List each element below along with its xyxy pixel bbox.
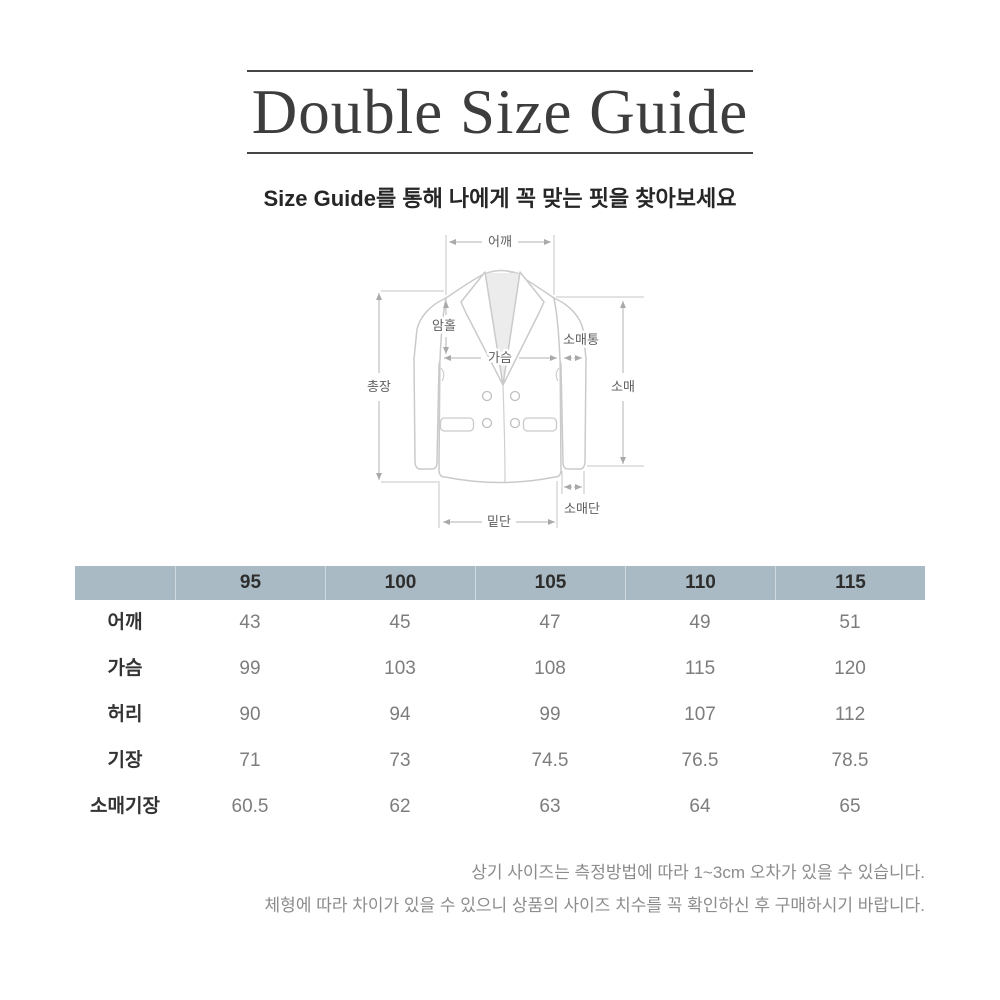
- label-armhole: 암홀: [432, 318, 456, 333]
- label-hem: 밑단: [487, 514, 511, 529]
- size-table-row: 가슴 99 103 108 115 120: [75, 646, 925, 692]
- title-rule-bottom: [247, 152, 753, 154]
- jacket-diagram-svg: 어깨 총장 암홀 가슴 소매통 소매 소매단: [365, 232, 644, 532]
- jacket-illustration: [413, 269, 587, 484]
- measure-row-label: 허리: [107, 704, 143, 725]
- size-column-header: 115: [775, 566, 925, 600]
- size-table-row: 소매기장 60.5 62 63 64 65: [75, 784, 925, 830]
- label-sleeve-cuff: 소매단: [564, 501, 600, 516]
- size-value-cell: 120: [834, 658, 866, 679]
- size-value-cell: 64: [689, 796, 711, 817]
- size-value-cell: 47: [539, 612, 561, 633]
- label-chest: 가슴: [488, 350, 512, 365]
- size-notes: 상기 사이즈는 측정방법에 따라 1~3cm 오차가 있을 수 있습니다. 체형…: [75, 856, 925, 922]
- size-value-cell: 112: [834, 704, 866, 725]
- measure-row-label: 소매기장: [90, 796, 160, 817]
- measure-row-label: 기장: [107, 750, 143, 771]
- size-column-header: 110: [625, 566, 775, 600]
- size-value-cell: 62: [389, 796, 411, 817]
- size-value-cell: 74.5: [531, 750, 569, 771]
- page-title: Double Size Guide: [251, 77, 749, 147]
- jacket-pocket: [522, 417, 558, 432]
- size-value-cell: 60.5: [231, 796, 269, 817]
- size-value-cell: 45: [389, 612, 411, 633]
- jacket-button: [481, 417, 493, 429]
- size-value-cell: 71: [239, 750, 261, 771]
- measurement-arrows: 어깨 총장 암홀 가슴 소매통 소매 소매단: [365, 232, 638, 532]
- label-sleeve-width: 소매통: [563, 332, 599, 347]
- title-rule-top: [247, 70, 753, 72]
- size-value-cell: 99: [539, 704, 561, 725]
- size-value-cell: 49: [689, 612, 711, 633]
- size-value-cell: 103: [384, 658, 416, 679]
- note-line-2: 체형에 따라 차이가 있을 수 있으니 상품의 사이즈 치수를 꼭 확인하신 후…: [264, 896, 925, 915]
- size-value-cell: 51: [839, 612, 861, 633]
- size-value-cell: 73: [389, 750, 411, 771]
- page-subtitle: Size Guide를 통해 나에게 꼭 맞는 핏을 찾아보세요: [263, 186, 737, 211]
- jacket-measurement-diagram: 어깨 총장 암홀 가슴 소매통 소매 소매단: [360, 225, 665, 555]
- label-total-length: 총장: [367, 379, 391, 394]
- measure-row-label: 가슴: [107, 658, 143, 679]
- size-table-row: 기장 71 73 74.5 76.5 78.5: [75, 738, 925, 784]
- size-table-row: 어깨 43 45 47 49 51: [75, 600, 925, 646]
- size-value-cell: 90: [239, 704, 261, 725]
- size-column-header: 95: [175, 566, 325, 600]
- size-value-cell: 65: [839, 796, 861, 817]
- size-value-cell: 43: [239, 612, 261, 633]
- label-shoulder: 어깨: [488, 234, 512, 249]
- size-value-cell: 94: [389, 704, 411, 725]
- label-sleeve: 소매: [611, 379, 635, 394]
- size-table-header: 95 100 105 110 115: [75, 566, 925, 600]
- size-value-cell: 63: [539, 796, 561, 817]
- size-value-cell: 99: [239, 658, 261, 679]
- jacket-button: [481, 390, 493, 402]
- size-value-cell: 76.5: [681, 750, 719, 771]
- size-value-cell: 78.5: [831, 750, 869, 771]
- size-value-cell: 115: [684, 658, 716, 679]
- size-table-row: 허리 90 94 99 107 112: [75, 692, 925, 738]
- jacket-button: [509, 390, 521, 402]
- size-column-header: 105: [475, 566, 625, 600]
- measure-row-label: 어깨: [107, 612, 143, 633]
- jacket-button: [509, 417, 521, 429]
- size-value-cell: 107: [684, 704, 716, 725]
- size-table-corner-cell: [75, 566, 175, 600]
- guide-lines: [381, 235, 644, 528]
- size-column-header: 100: [325, 566, 475, 600]
- note-line-1: 상기 사이즈는 측정방법에 따라 1~3cm 오차가 있을 수 있습니다.: [471, 863, 925, 882]
- size-table: 95 100 105 110 115 어깨 43 45 47 49 51 가슴 99 103 108 115…: [75, 566, 925, 830]
- size-value-cell: 108: [534, 658, 566, 679]
- size-table-body: 어깨 43 45 47 49 51 가슴 99 103 108 115 120 허리 90 94 99 107 1…: [75, 600, 925, 830]
- jacket-pocket: [439, 417, 475, 432]
